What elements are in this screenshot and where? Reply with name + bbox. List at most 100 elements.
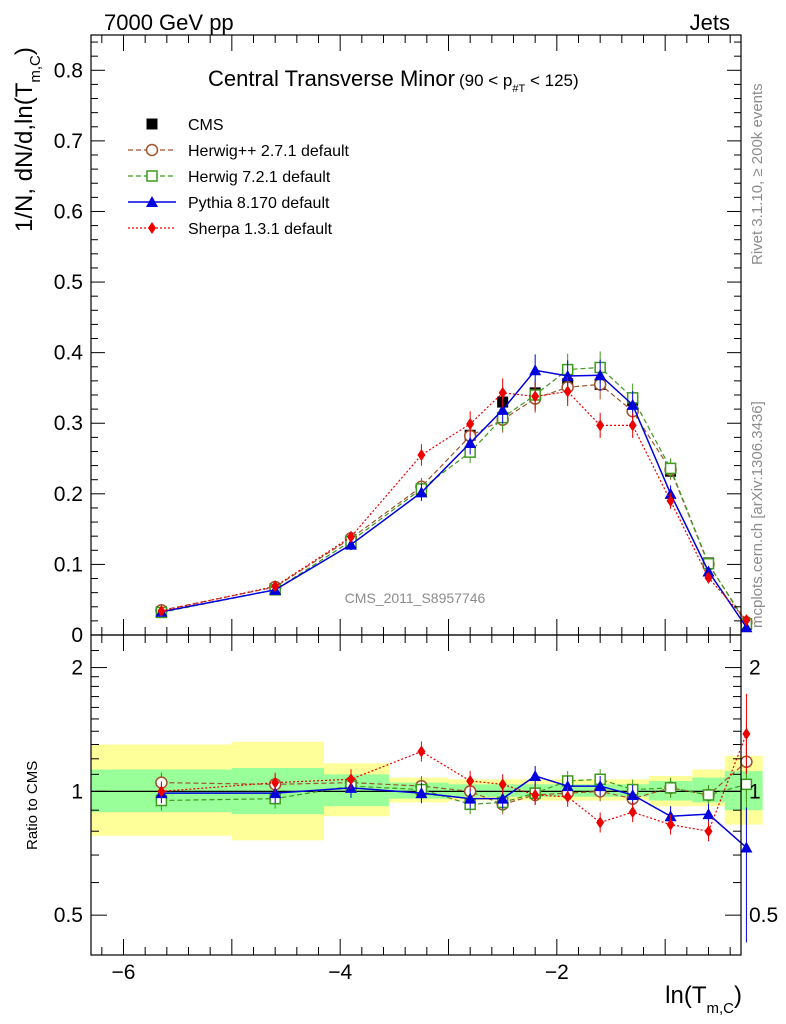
ratio-point-sherpa bbox=[666, 818, 675, 831]
series-herwig7 bbox=[155, 351, 753, 630]
legend-item-cms: CMS bbox=[146, 117, 224, 134]
legend-marker-pythia bbox=[146, 196, 158, 207]
legend-label: Sherpa 1.3.1 default bbox=[188, 221, 333, 238]
ratio-point-pythia bbox=[594, 780, 607, 792]
y-tick-label: 0.5 bbox=[54, 271, 83, 294]
data-point-pythia bbox=[496, 403, 509, 415]
x-tick-label: −6 bbox=[112, 961, 136, 984]
data-point-sherpa bbox=[271, 580, 280, 593]
ratio-plot-frame bbox=[90, 634, 742, 956]
series-sherpa bbox=[157, 376, 751, 627]
y-tick-label: 0.1 bbox=[54, 553, 83, 576]
legend: CMS Herwig++ 2.7.1 default Herwig 7.2.1 de… bbox=[128, 117, 350, 238]
ratio-point-pythia bbox=[464, 792, 477, 804]
ratio-y-tick-label-right: 2 bbox=[749, 657, 761, 680]
data-point-sherpa bbox=[666, 494, 675, 507]
mcplots-label: mcplots.cern.ch [arXiv:1306.3436] bbox=[749, 401, 766, 628]
data-point-sherpa bbox=[563, 385, 572, 398]
legend-marker-cms bbox=[146, 118, 158, 130]
data-point-pythia bbox=[345, 538, 357, 550]
ratio-y-tick-label-right: 1 bbox=[749, 780, 761, 803]
header-process-label: Jets bbox=[690, 10, 730, 35]
ratio-point-pythia bbox=[415, 787, 428, 799]
data-point-pythia bbox=[740, 621, 753, 633]
ratio-point-sherpa bbox=[417, 745, 426, 758]
legend-marker-sherpa bbox=[148, 222, 156, 234]
y-tick-label: 0.4 bbox=[54, 342, 84, 365]
header-energy-label: 7000 GeV pp bbox=[104, 10, 234, 35]
ratio-y-tick-label: 2 bbox=[71, 657, 83, 680]
ratio-y-tick-label: 1 bbox=[71, 780, 83, 803]
x-tick-label: −2 bbox=[545, 961, 569, 984]
y-tick-label: 0.3 bbox=[54, 412, 83, 435]
data-point-sherpa bbox=[628, 419, 637, 432]
data-point-pythia bbox=[594, 369, 607, 381]
y-tick-label: 0.8 bbox=[54, 59, 83, 82]
legend-item-pythia: Pythia 8.170 default bbox=[128, 195, 330, 212]
rivet-version-label: Rivet 3.1.10, ≥ 200k events bbox=[749, 83, 766, 265]
data-point-pythia bbox=[415, 486, 428, 498]
series-line-herwigpp bbox=[161, 383, 747, 623]
y-tick-label: 0.2 bbox=[54, 483, 83, 506]
ratio-point-sherpa bbox=[531, 788, 540, 801]
ratio-point-pythia bbox=[740, 841, 753, 853]
data-point-pythia bbox=[464, 437, 477, 448]
axis-tick-labels: 0 0.1 0.2 0.3 0.4 0.5 0.6 0.7 0.8 −6 −4 −2 0.5 0.5 1 1 2… bbox=[54, 59, 778, 984]
ratio-point-pythia bbox=[561, 780, 574, 792]
ratio-series-sherpa bbox=[157, 693, 751, 842]
y-axis-label: 1/N, dN/d,ln(Tm,C) bbox=[11, 47, 44, 232]
analysis-watermark: CMS_2011_S8957746 bbox=[345, 590, 486, 606]
series-line-pythia bbox=[161, 369, 748, 628]
axis-ticks bbox=[91, 35, 741, 956]
y-tick-label: 0 bbox=[71, 624, 83, 647]
legend-label: CMS bbox=[188, 117, 224, 134]
legend-marker-herwigpp bbox=[145, 143, 159, 157]
chart-title: Central Transverse Minor (90 < p#T < 125) bbox=[208, 66, 579, 95]
legend-item-herwig7: Herwig 7.2.1 default bbox=[128, 169, 331, 186]
data-point-herwig7 bbox=[664, 462, 677, 475]
plot-frames bbox=[90, 34, 742, 956]
data-point-sherpa bbox=[742, 614, 751, 627]
ratio-point-pythia bbox=[269, 787, 282, 799]
data-point-pythia bbox=[529, 364, 542, 376]
series-line-herwig7 bbox=[161, 366, 747, 625]
ratio-point-herwig7 bbox=[702, 789, 715, 801]
ratio-point-pythia bbox=[496, 792, 509, 804]
data-point-pythia bbox=[702, 565, 715, 577]
ratio-point-sherpa bbox=[628, 806, 637, 819]
data-point-sherpa bbox=[704, 571, 713, 584]
ratio-point-sherpa bbox=[271, 776, 280, 789]
ratio-band-inner bbox=[724, 771, 763, 811]
data-point-sherpa bbox=[531, 390, 540, 403]
ratio-point-sherpa bbox=[157, 785, 166, 798]
series-line-sherpa bbox=[161, 390, 747, 621]
data-point-pythia bbox=[561, 369, 574, 381]
main-series bbox=[155, 351, 753, 633]
ratio-y-tick-label: 0.5 bbox=[54, 904, 83, 927]
ratio-point-pythia bbox=[529, 769, 542, 781]
data-point-sherpa bbox=[466, 417, 475, 430]
data-point-pythia bbox=[626, 398, 639, 410]
data-point-sherpa bbox=[347, 530, 355, 543]
legend-label: Pythia 8.170 default bbox=[188, 195, 330, 212]
ratio-y-axis-label: Ratio to CMS bbox=[24, 761, 41, 850]
x-axis-label: ln(Tm,C) bbox=[665, 982, 742, 1017]
data-point-sherpa bbox=[596, 419, 605, 432]
y-tick-label: 0.7 bbox=[54, 130, 83, 153]
ratio-y-tick-label-right: 0.5 bbox=[749, 904, 778, 927]
ratio-point-pythia bbox=[626, 788, 639, 800]
ratio-point-herwig7 bbox=[664, 782, 677, 794]
ratio-point-sherpa bbox=[563, 790, 572, 803]
ratio-point-sherpa bbox=[498, 778, 507, 791]
data-point-sherpa bbox=[417, 449, 426, 461]
legend-item-herwigpp: Herwig++ 2.7.1 default bbox=[128, 143, 350, 160]
legend-marker-herwig7 bbox=[146, 170, 158, 182]
legend-label: Herwig 7.2.1 default bbox=[188, 169, 331, 186]
data-point-sherpa bbox=[498, 386, 507, 399]
legend-item-sherpa: Sherpa 1.3.1 default bbox=[128, 221, 333, 238]
ratio-point-sherpa bbox=[596, 816, 605, 829]
ratio-point-sherpa bbox=[347, 773, 355, 786]
ratio-point-sherpa bbox=[466, 774, 475, 787]
y-tick-label: 0.6 bbox=[54, 200, 83, 223]
